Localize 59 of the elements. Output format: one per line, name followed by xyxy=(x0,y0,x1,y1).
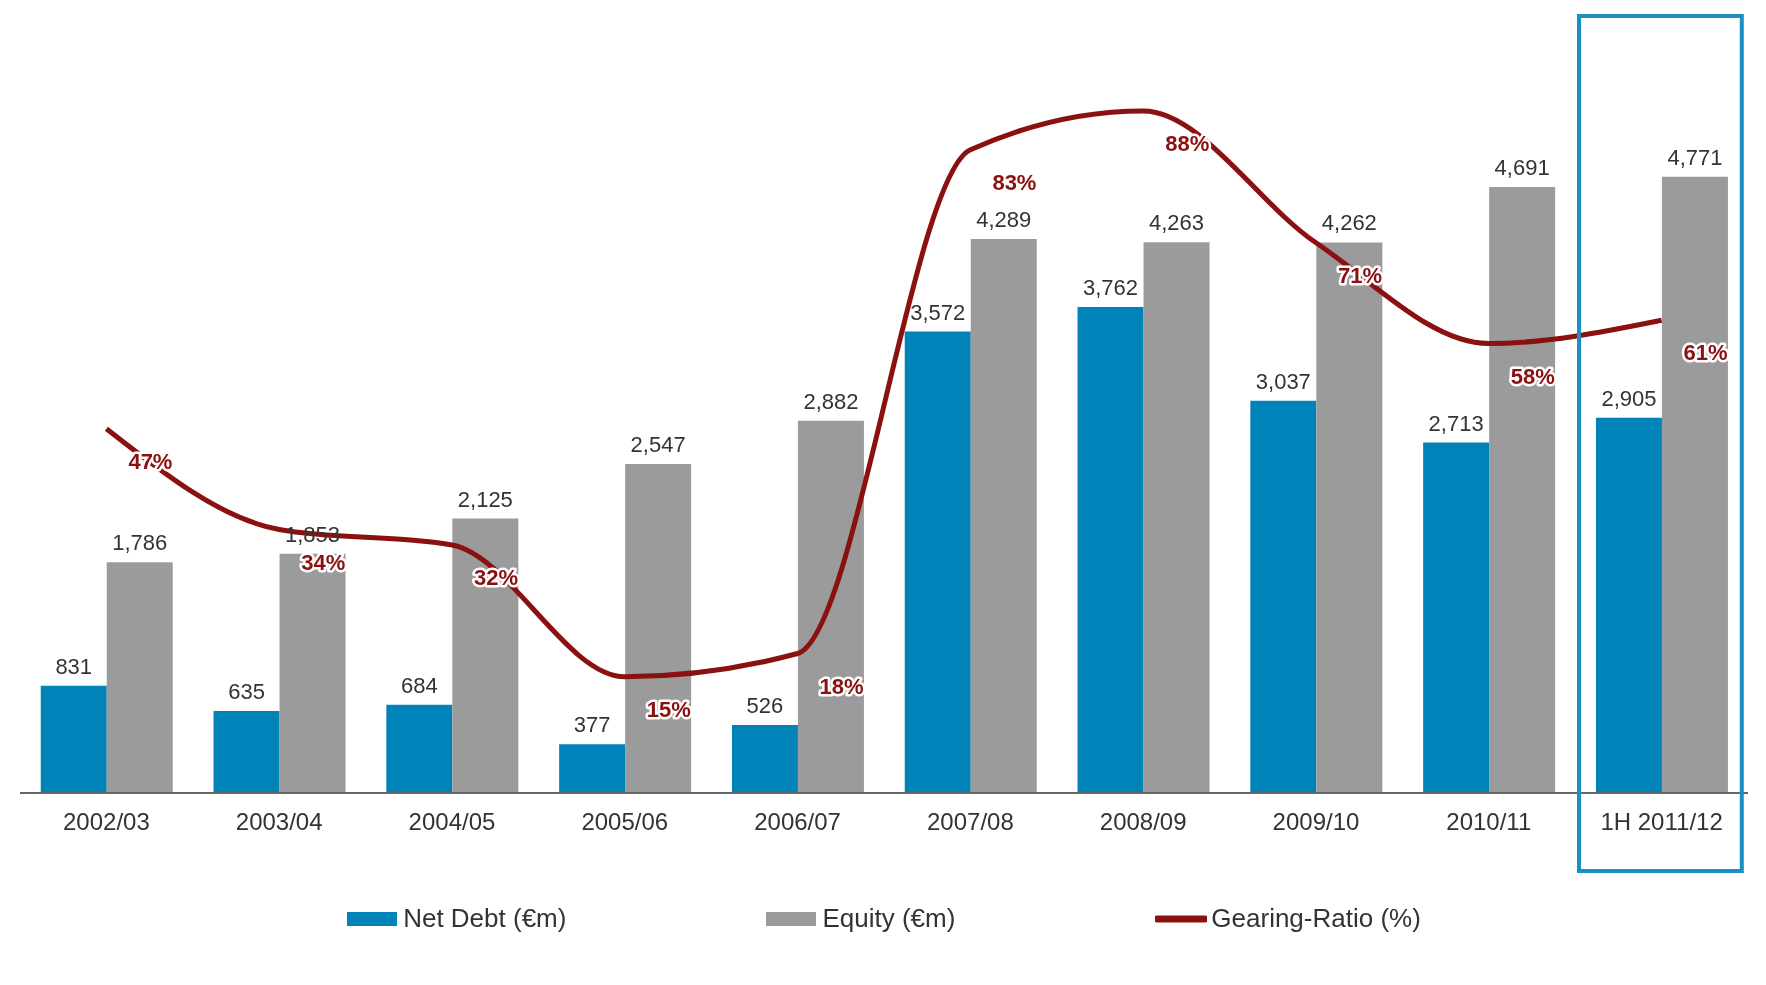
data-label: 18% xyxy=(819,673,864,699)
legend-label: Equity (€m) xyxy=(822,903,956,934)
x-tick-label: 2009/10 xyxy=(1272,808,1360,836)
bar xyxy=(904,331,971,793)
x-tick-label: 2007/08 xyxy=(927,808,1014,836)
data-label: 831 xyxy=(55,653,93,679)
x-tick-label: 2003/04 xyxy=(235,808,323,836)
bar xyxy=(213,710,280,793)
x-tick-label: 2008/09 xyxy=(1099,808,1187,836)
bar xyxy=(279,553,346,793)
data-label: 3,762 xyxy=(1083,275,1139,301)
data-label: 1,786 xyxy=(112,530,168,556)
legend-label: Net Debt (€m) xyxy=(403,903,567,934)
bar xyxy=(731,725,798,793)
bar xyxy=(452,518,519,793)
bar xyxy=(1250,400,1317,793)
data-label: 4,262 xyxy=(1321,210,1377,236)
bar xyxy=(1595,417,1662,793)
data-label: 4,263 xyxy=(1149,210,1205,236)
bar xyxy=(1661,176,1728,793)
data-label: 58% xyxy=(1510,363,1555,389)
bar xyxy=(1143,242,1210,793)
data-label: 2,125 xyxy=(457,486,513,512)
data-label: 15% xyxy=(646,696,691,722)
x-tick-label: 2010/11 xyxy=(1446,808,1532,836)
data-label: 3,037 xyxy=(1255,368,1311,394)
bar xyxy=(559,744,626,793)
x-tick-label: 2006/07 xyxy=(754,808,841,836)
bar xyxy=(106,562,173,793)
bar xyxy=(40,685,107,793)
data-label: 83% xyxy=(992,169,1037,195)
bar xyxy=(797,420,864,793)
data-label: 34% xyxy=(301,549,346,575)
bar xyxy=(625,464,692,793)
x-tick-label: 2004/05 xyxy=(408,808,496,836)
data-label: 526 xyxy=(746,693,784,719)
x-tick-label: 2005/06 xyxy=(581,808,669,836)
data-label: 2,882 xyxy=(803,388,859,414)
bar xyxy=(386,704,453,793)
data-label: 377 xyxy=(573,712,611,738)
bar xyxy=(1316,242,1383,793)
bar xyxy=(1489,187,1556,793)
data-label: 3,572 xyxy=(910,299,966,325)
bar xyxy=(970,239,1037,793)
data-label: 61% xyxy=(1683,340,1728,366)
data-label: 635 xyxy=(228,678,265,704)
bar xyxy=(1077,307,1144,793)
data-label: 4,289 xyxy=(976,207,1032,232)
x-tick-label: 1H 2011/12 xyxy=(1600,808,1723,836)
data-label: 88% xyxy=(1165,131,1210,156)
bar xyxy=(1423,442,1490,793)
data-label: 2,547 xyxy=(630,432,686,458)
x-tick-label: 2002/03 xyxy=(63,808,150,836)
data-label: 2,905 xyxy=(1601,385,1657,411)
data-label: 2,713 xyxy=(1428,410,1484,436)
data-label: 4,691 xyxy=(1494,155,1550,181)
data-label: 4,771 xyxy=(1667,144,1723,170)
legend-label: Gearing-Ratio (%) xyxy=(1211,903,1421,934)
data-label: 684 xyxy=(400,672,438,698)
